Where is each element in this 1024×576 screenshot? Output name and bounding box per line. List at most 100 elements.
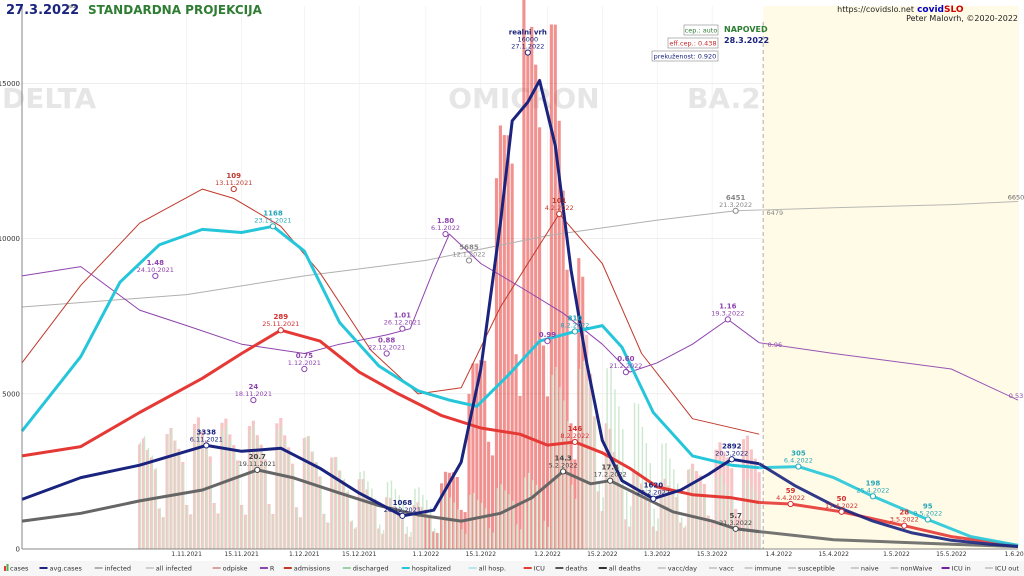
hosp-bar xyxy=(516,524,518,549)
hosp-bar xyxy=(551,374,553,549)
hosp-bar xyxy=(453,502,455,549)
hosp-bar xyxy=(637,403,640,549)
annotation-text: 4.4.2022 xyxy=(776,494,805,502)
hosp-bar xyxy=(418,487,420,549)
annotation-text: 14.3 xyxy=(554,454,571,462)
daily-bars xyxy=(138,0,761,550)
annotation: 959.5.2022 xyxy=(913,503,942,523)
hosp-bar xyxy=(512,500,514,549)
cases-bar xyxy=(494,178,499,550)
legend-item: admissions xyxy=(283,565,331,573)
forecast-start-date: 28.3.2022 xyxy=(724,36,769,45)
annotation-text: 305 xyxy=(791,450,806,458)
annotation-text: 24 xyxy=(248,383,258,391)
legend-label: hospitalized xyxy=(412,565,451,573)
credit-url[interactable]: https://covidslo.net xyxy=(837,5,914,14)
annotation-text: 1.01 xyxy=(394,312,411,320)
y-tick-label: 0 xyxy=(16,546,20,554)
hosp-bar xyxy=(237,463,240,549)
legend-item: odpiske xyxy=(212,565,248,573)
y-tick-label: 10000 xyxy=(0,235,20,243)
x-tick-label: 1.11.2021 xyxy=(171,551,202,558)
cases-bar xyxy=(479,360,483,549)
cases-bar xyxy=(314,462,318,549)
cases-bar xyxy=(534,64,538,550)
hosp-bar xyxy=(465,533,467,549)
cases-bar xyxy=(153,469,157,549)
annotation: 17.417.2.2022 xyxy=(594,464,627,484)
cases-bar xyxy=(553,24,557,550)
hosp-bar xyxy=(629,506,632,549)
line-r xyxy=(21,233,760,373)
credit-brand-b: SLO xyxy=(944,5,964,15)
annotation-text: 1168 xyxy=(263,209,283,217)
cases-bar xyxy=(608,428,612,549)
legend: cases avg.cases infected all infected odpisk… xyxy=(0,561,1024,576)
x-tick-label: 1.2.2022 xyxy=(534,551,561,558)
annotation: 5.721.3.2022 xyxy=(719,512,752,532)
cases-bar xyxy=(628,526,632,549)
cases-bar xyxy=(267,504,271,549)
y-tick-label: 15000 xyxy=(0,80,20,88)
legend-label: all deaths xyxy=(609,565,641,573)
cases-bar xyxy=(498,125,502,550)
cases-bar xyxy=(420,506,424,549)
hosp-bar xyxy=(241,506,244,549)
hosp-bar xyxy=(233,449,236,549)
cases-bar xyxy=(177,448,181,549)
annotation-marker xyxy=(724,316,731,323)
hosp-bar xyxy=(716,476,718,549)
annotation-marker xyxy=(230,185,237,193)
legend-item: hospitalized xyxy=(401,565,451,573)
hosp-bar xyxy=(724,484,726,549)
cases-bar xyxy=(408,536,412,549)
cases-bar xyxy=(169,427,173,549)
annotation-text: 22.12.2021 xyxy=(368,344,405,352)
hosp-bar xyxy=(669,458,671,549)
annotation-marker xyxy=(544,338,551,345)
annotation-text: 0.99 xyxy=(539,331,556,339)
legend-label: R xyxy=(270,565,275,573)
hosp-bar xyxy=(159,507,161,549)
cases-bar xyxy=(389,497,393,549)
hosp-bar xyxy=(547,526,550,549)
cases-bar xyxy=(573,459,577,549)
forecast-line-icu xyxy=(759,501,1019,548)
forecast-line-avg_cases xyxy=(758,462,1019,548)
cases-bar xyxy=(138,444,142,549)
hosp-bar xyxy=(179,450,181,549)
hosp-bar xyxy=(480,502,483,549)
hosp-bar xyxy=(308,435,310,549)
cases-bar xyxy=(236,460,240,549)
cases-bar xyxy=(365,489,369,549)
hosp-bar xyxy=(684,525,687,549)
cases-bar xyxy=(251,420,255,549)
y-tick-label: 5000 xyxy=(2,390,20,398)
hosp-bar xyxy=(606,368,608,549)
annotation-text: 9.5.2022 xyxy=(913,510,942,518)
end-label: 0.53 xyxy=(1009,392,1023,400)
hosp-bar xyxy=(677,483,679,549)
annotation-text: 21.3.2022 xyxy=(719,201,752,209)
hosp-bar xyxy=(312,451,314,549)
annotation-marker xyxy=(465,257,473,264)
annotation-marker xyxy=(732,207,739,214)
cases-bar xyxy=(322,513,326,549)
cases-bar xyxy=(647,501,651,549)
legend-item: ICU in xyxy=(941,565,971,573)
hosp-bar xyxy=(167,433,169,549)
annotation-marker xyxy=(524,49,531,56)
cases-bar xyxy=(643,491,648,549)
hosp-bar xyxy=(359,472,361,549)
cases-bar xyxy=(157,508,161,549)
cases-bar xyxy=(738,518,742,549)
cases-bar xyxy=(189,514,193,549)
annotation-text: 24.10.2021 xyxy=(137,266,174,274)
forecast-line-deaths xyxy=(735,527,1019,548)
cases-bar xyxy=(475,363,479,549)
x-tick-label: 15.3.2022 xyxy=(697,551,728,558)
hosp-bar xyxy=(704,495,706,549)
cases-bar xyxy=(302,438,306,549)
